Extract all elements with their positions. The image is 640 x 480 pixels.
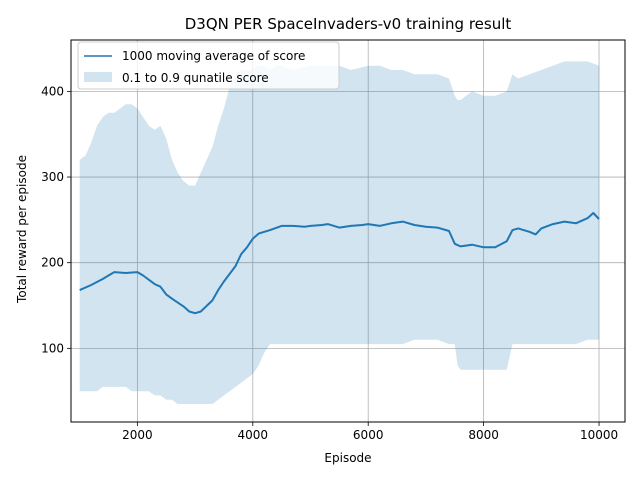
grid: [71, 40, 625, 422]
y-axis-label: Total reward per episode: [15, 155, 29, 304]
axes-frame: [70, 39, 626, 423]
y-tick-label: 200: [41, 256, 64, 270]
plot-area: [71, 40, 625, 422]
quantile-band: [79, 61, 599, 405]
x-tick-label: 8000: [468, 428, 499, 442]
x-axis-label: Episode: [324, 451, 371, 465]
x-tick-label: 2000: [122, 428, 153, 442]
legend-label-moving-average: 1000 moving average of score: [122, 49, 305, 63]
legend: 1000 moving average of score 0.1 to 0.9 …: [77, 41, 340, 90]
y-tick-label: 400: [41, 84, 64, 98]
series-layer: [79, 61, 600, 405]
moving-average-line: [79, 212, 600, 315]
y-tick-label: 100: [41, 341, 64, 355]
legend-box: [77, 41, 340, 90]
x-tick-label: 6000: [353, 428, 384, 442]
x-tick-label: 4000: [238, 428, 269, 442]
legend-label-quantile-band: 0.1 to 0.9 qunatile score: [122, 71, 269, 85]
x-tick-label: 10000: [580, 428, 618, 442]
ticks: 2000 4000 6000 8000 10000 100 200 300 400: [41, 84, 618, 442]
plot-background: [71, 40, 625, 422]
legend-band-swatch: [84, 72, 112, 82]
y-tick-label: 300: [41, 170, 64, 184]
chart-title: D3QN PER SpaceInvaders-v0 training resul…: [185, 15, 512, 33]
